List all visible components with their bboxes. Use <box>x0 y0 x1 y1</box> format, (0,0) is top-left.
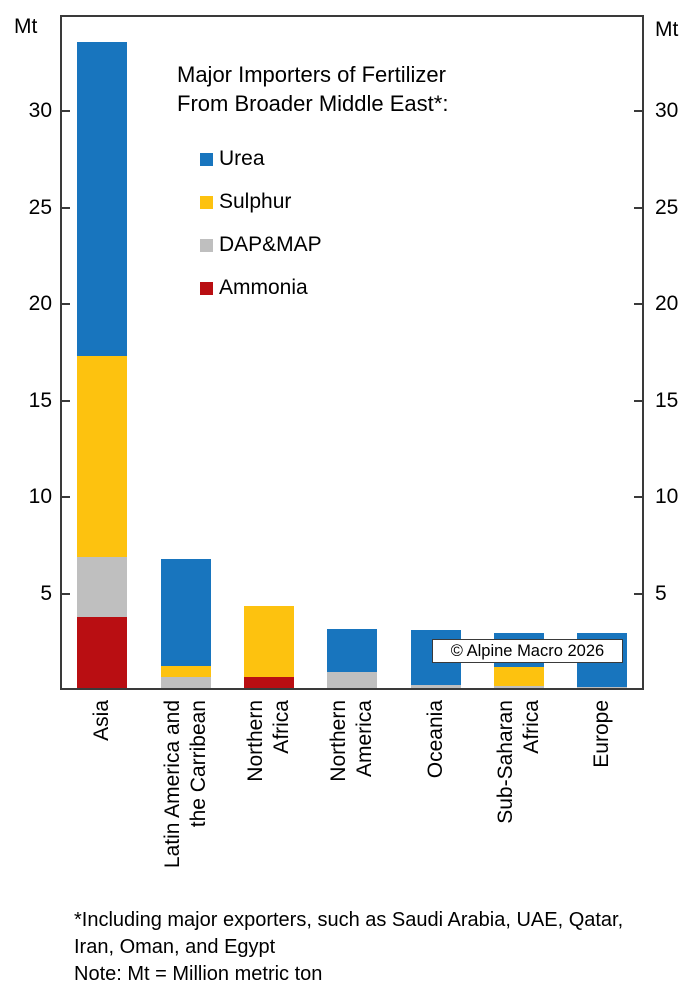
legend-label: Sulphur <box>219 190 292 213</box>
y-tick-label-left: 25 <box>28 195 52 219</box>
y-axis-unit-left: Mt <box>14 15 38 38</box>
x-category-label: Asia <box>90 700 114 741</box>
y-tick-mark-left <box>62 303 70 306</box>
footnote: *Including major exporters, such as Saud… <box>74 909 624 985</box>
y-tick-mark-left <box>62 496 70 499</box>
y-tick-label-left: 10 <box>28 485 52 509</box>
bar-segment-sulphur <box>160 665 211 678</box>
legend-item: Sulphur <box>200 190 292 213</box>
bar-segment-dap-map <box>160 677 211 690</box>
legend-swatch-icon <box>200 195 213 209</box>
y-tick-mark-right <box>634 110 642 113</box>
y-tick-mark-right <box>634 496 642 499</box>
bar-segment-ammonia <box>243 677 294 690</box>
legend-item: DAP&MAP <box>200 233 322 256</box>
y-tick-mark-right <box>634 206 642 209</box>
y-tick-label-right: 15 <box>655 388 679 412</box>
legend-label: Ammonia <box>219 276 308 299</box>
legend-swatch-icon <box>200 281 213 295</box>
bar-segment-sulphur <box>493 666 544 687</box>
y-tick-mark-left <box>62 206 70 209</box>
y-tick-label-right: 10 <box>655 485 679 509</box>
legend-swatch-icon <box>200 152 213 166</box>
bar-segment-dap-map <box>577 687 628 690</box>
x-category-label: Northern America <box>327 700 377 782</box>
bar-segment-ammonia <box>77 616 128 690</box>
x-category-label: Northern Africa <box>243 700 293 782</box>
y-tick-mark-right <box>634 303 642 306</box>
y-tick-label-right: 5 <box>655 581 667 605</box>
legend-item: Urea <box>200 147 265 170</box>
y-tick-label-left: 15 <box>28 388 52 412</box>
bar-segment-dap-map <box>493 686 544 690</box>
bar-segment-urea <box>327 629 378 672</box>
x-category-label: Latin America and the Carribean <box>160 700 210 869</box>
x-category-label: Sub-Saharan Africa <box>493 700 543 824</box>
bar-segment-dap-map <box>327 671 378 690</box>
y-tick-mark-left <box>62 110 70 113</box>
y-tick-label-right: 25 <box>655 195 679 219</box>
y-tick-mark-right <box>634 399 642 402</box>
legend-swatch-icon <box>200 238 213 252</box>
y-tick-mark-left <box>62 399 70 402</box>
y-axis-unit-right: Mt <box>655 18 679 41</box>
bar-segment-urea <box>77 41 128 357</box>
y-tick-label-left: 5 <box>40 581 52 605</box>
y-tick-mark-left <box>62 592 70 595</box>
legend-label: DAP&MAP <box>219 233 322 256</box>
legend-item: Ammonia <box>200 276 308 299</box>
bar-segment-dap-map <box>410 685 461 690</box>
y-tick-mark-right <box>634 592 642 595</box>
bar-segment-urea <box>160 558 211 666</box>
y-tick-label-right: 30 <box>655 99 679 123</box>
bar-segment-sulphur <box>243 606 294 678</box>
bar-segment-sulphur <box>77 356 128 557</box>
y-tick-label-right: 20 <box>655 292 679 316</box>
y-tick-label-left: 30 <box>28 99 52 123</box>
x-category-label: Europe <box>590 700 614 768</box>
x-category-label: Oceania <box>423 700 447 779</box>
copyright-badge: © Alpine Macro 2026 <box>432 639 623 663</box>
bar-segment-dap-map <box>77 556 128 617</box>
y-tick-label-left: 20 <box>28 292 52 316</box>
chart-title: Major Importers of Fertilizer From Broad… <box>177 62 449 116</box>
legend-label: Urea <box>219 147 265 170</box>
